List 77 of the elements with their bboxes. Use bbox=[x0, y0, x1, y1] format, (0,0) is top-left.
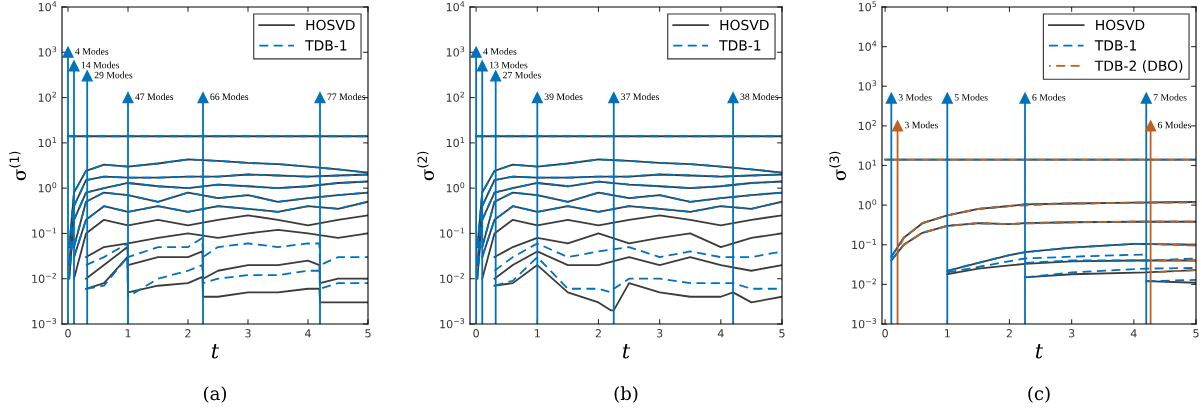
text: (c) bbox=[1028, 386, 1050, 403]
y-tick-label: 10$^{3}$ bbox=[446, 46, 465, 57]
legend-label: TDB-1 bbox=[719, 40, 761, 51]
legend-label: HOSVD bbox=[1096, 19, 1145, 31]
x-tick-label: 2 bbox=[1006, 329, 1012, 338]
y-tick-label: 10$^{4}$ bbox=[446, 1, 465, 12]
x-axis-title: t bbox=[211, 344, 220, 359]
annotation: 4 Modes bbox=[483, 47, 517, 55]
annotation: 39 Modes bbox=[544, 93, 583, 101]
x-tick-label: 4 bbox=[305, 329, 311, 338]
annotation: 14 Modes bbox=[81, 61, 120, 69]
y-tick-label: 10$^{4}$ bbox=[38, 1, 57, 12]
y-tick-label: 10$^{−3}$ bbox=[440, 318, 465, 329]
x-tick-label: 1 bbox=[944, 329, 950, 338]
y-axis-title: σ$^{(3)}$ bbox=[829, 151, 847, 181]
annotation: 37 Modes bbox=[621, 93, 659, 101]
y-tick-label: 10$^{2}$ bbox=[858, 119, 876, 131]
x-tick-label: 3 bbox=[245, 329, 251, 338]
x-tick-label: 5 bbox=[1193, 329, 1199, 338]
y-tick-label: 10$^{−1}$ bbox=[852, 238, 877, 250]
y-tick-label: 10$^{−2}$ bbox=[440, 272, 464, 284]
y-axis-title: σ$^{(1)}$ bbox=[9, 151, 27, 181]
y-tick-label: 10$^{−2}$ bbox=[32, 272, 56, 284]
x-tick-label: 2 bbox=[185, 329, 191, 338]
y-tick-label: 10$^{−1}$ bbox=[32, 227, 57, 238]
x-tick-label: 4 bbox=[717, 329, 724, 338]
y-tick-label: 10$^{−3}$ bbox=[852, 318, 877, 329]
legend-label: HOSVD bbox=[720, 19, 769, 31]
x-tick-label: 1 bbox=[534, 329, 540, 338]
annotation: 6 Modes bbox=[1032, 93, 1066, 101]
annotation: 27 Modes bbox=[503, 71, 541, 79]
x-axis-title: t bbox=[622, 344, 631, 359]
x-tick-label: 0 bbox=[65, 329, 71, 338]
x-tick-label: 3 bbox=[1068, 329, 1075, 338]
y-axis-title: σ$^{(2)}$ bbox=[417, 151, 435, 181]
x-tick-label: 2 bbox=[595, 329, 601, 338]
annotation: 4 Modes bbox=[75, 47, 109, 55]
annotation: 6 Modes bbox=[1157, 121, 1191, 129]
legend-label: TDB-1 bbox=[1094, 40, 1137, 51]
annotation: 5 Modes bbox=[954, 93, 988, 101]
annotation: 38 Modes bbox=[740, 93, 779, 101]
y-tick-label: 10$^{3}$ bbox=[38, 46, 57, 57]
legend-label: HOSVD bbox=[306, 19, 355, 31]
x-tick-label: 5 bbox=[779, 329, 785, 338]
x-tick-label: 1 bbox=[125, 329, 131, 338]
y-tick-label: 10$^{0}$ bbox=[858, 199, 877, 210]
annotation: 47 Modes bbox=[135, 93, 174, 101]
annotation: 77 Modes bbox=[327, 93, 366, 101]
annotation: 13 Modes bbox=[490, 61, 528, 69]
x-tick-label: 0 bbox=[473, 329, 479, 338]
x-tick-label: 0 bbox=[882, 329, 888, 338]
y-tick-label: 10$^{5}$ bbox=[858, 1, 877, 12]
y-tick-label: 10$^{0}$ bbox=[38, 182, 57, 193]
x-tick-label: 5 bbox=[365, 329, 371, 338]
y-tick-label: 10$^{3}$ bbox=[858, 80, 877, 91]
y-tick-label: 10$^{0}$ bbox=[446, 182, 465, 193]
annotation: 3 Modes bbox=[904, 121, 938, 129]
annotation: 7 Modes bbox=[1153, 93, 1187, 101]
text: (b) bbox=[614, 386, 638, 403]
x-axis-title: t bbox=[1035, 344, 1044, 359]
y-tick-label: 10$^{−1}$ bbox=[440, 227, 465, 238]
annotation: 3 Modes bbox=[898, 93, 932, 101]
y-tick-label: 10$^{1}$ bbox=[858, 159, 877, 170]
y-tick-label: 10$^{1}$ bbox=[38, 137, 57, 148]
y-tick-label: 10$^{2}$ bbox=[38, 91, 56, 102]
y-tick-label: 10$^{2}$ bbox=[446, 91, 464, 102]
annotation: 66 Modes bbox=[210, 93, 249, 101]
y-tick-label: 10$^{−3}$ bbox=[32, 318, 57, 329]
annotation: 29 Modes bbox=[94, 71, 133, 79]
legend-label: TDB-2 (DBO) bbox=[1094, 60, 1183, 73]
y-tick-label: 10$^{4}$ bbox=[858, 40, 877, 51]
legend-label: TDB-1 bbox=[305, 40, 347, 51]
x-tick-label: 4 bbox=[1130, 329, 1137, 338]
text: (a) bbox=[204, 386, 226, 403]
y-tick-label: 10$^{−2}$ bbox=[852, 278, 876, 289]
y-tick-label: 10$^{1}$ bbox=[446, 137, 465, 148]
x-tick-label: 3 bbox=[656, 329, 663, 338]
